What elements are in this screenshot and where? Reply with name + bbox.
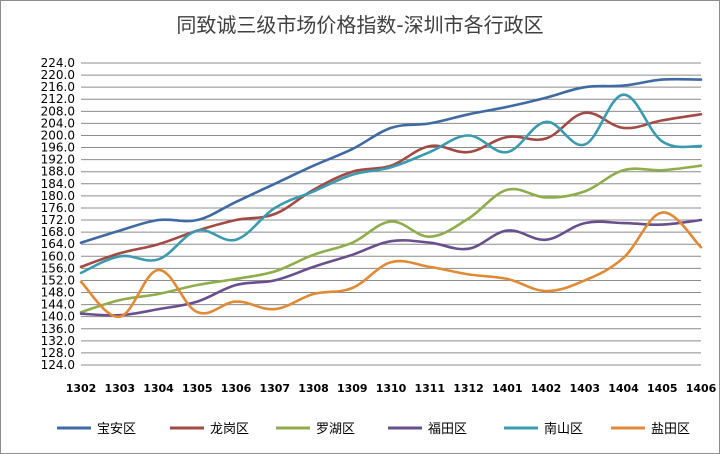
chart-title: 同致诚三级市场价格指数-深圳市各行政区 [176, 13, 543, 37]
x-tick-label: 1311 [414, 382, 445, 395]
y-tick-label: 216.0 [41, 80, 75, 94]
y-tick-label: 160.0 [41, 249, 75, 263]
x-tick-label: 1303 [104, 382, 135, 395]
y-tick-label: 132.0 [41, 334, 75, 348]
y-tick-label: 208.0 [41, 104, 75, 118]
series-line-2 [79, 111, 703, 269]
y-tick-label: 188.0 [41, 165, 75, 179]
legend-label: 盐田区 [651, 422, 690, 437]
y-tick-label: 220.0 [41, 68, 75, 82]
y-tick-label: 140.0 [41, 310, 75, 324]
y-tick-label: 172.0 [41, 213, 75, 227]
series-line-4 [79, 218, 703, 317]
x-tick-label: 1310 [376, 382, 407, 395]
x-tick-label: 1406 [686, 382, 717, 395]
x-tick-label: 1312 [453, 382, 484, 395]
x-tick-label: 1401 [492, 382, 523, 395]
legend-label: 福田区 [428, 422, 467, 437]
y-tick-label: 136.0 [41, 322, 75, 336]
legend-label: 龙岗区 [210, 422, 249, 437]
y-tick-label: 224.0 [41, 56, 75, 70]
x-tick-label: 1305 [182, 382, 213, 395]
series-line-5 [79, 93, 703, 275]
x-tick-label: 1405 [647, 382, 678, 395]
y-tick-label: 168.0 [41, 225, 75, 239]
x-tick-label: 1307 [259, 382, 290, 395]
y-tick-label: 156.0 [41, 261, 75, 275]
y-tick-label: 196.0 [41, 141, 75, 155]
y-tick-label: 128.0 [41, 346, 75, 360]
y-tick-label: 144.0 [41, 298, 75, 312]
y-tick-label: 212.0 [41, 92, 75, 106]
legend-label: 南山区 [544, 421, 583, 437]
y-tick-label: 164.0 [41, 237, 75, 251]
y-tick-label: 204.0 [41, 116, 75, 130]
y-tick-label: 192.0 [41, 153, 75, 167]
series-line-6 [79, 211, 703, 318]
series-line-1 [79, 77, 703, 244]
y-tick-label: 200.0 [41, 128, 75, 142]
series-line-3 [79, 164, 703, 314]
x-tick-label: 1304 [143, 382, 174, 395]
legend-label: 罗湖区 [316, 422, 355, 437]
x-tick-label: 1302 [66, 382, 97, 395]
x-axis-ticks: 1302 1303 1304 1305 1306 1307 1308 1309 1310 1311… [66, 382, 717, 395]
legend: 宝安区 龙岗区 罗湖区 福田区 南山区 盐田区 [57, 421, 690, 437]
x-tick-label: 1404 [608, 382, 639, 395]
y-tick-label: 180.0 [41, 189, 75, 203]
x-tick-label: 1308 [298, 382, 329, 395]
x-tick-label: 1306 [221, 382, 252, 395]
y-axis-ticks: 224.0220.0216.0212.0208.0204.0200.0196.0… [41, 56, 75, 372]
y-tick-label: 184.0 [41, 177, 75, 191]
x-tick-label: 1403 [569, 382, 600, 395]
y-tick-label: 152.0 [41, 273, 75, 287]
y-tick-label: 124.0 [41, 358, 75, 372]
x-tick-label: 1402 [531, 382, 562, 395]
y-tick-label: 176.0 [41, 201, 75, 215]
legend-label: 宝安区 [97, 422, 136, 437]
x-tick-label: 1309 [337, 382, 368, 395]
y-tick-label: 148.0 [41, 286, 75, 300]
series-lines [79, 77, 703, 318]
